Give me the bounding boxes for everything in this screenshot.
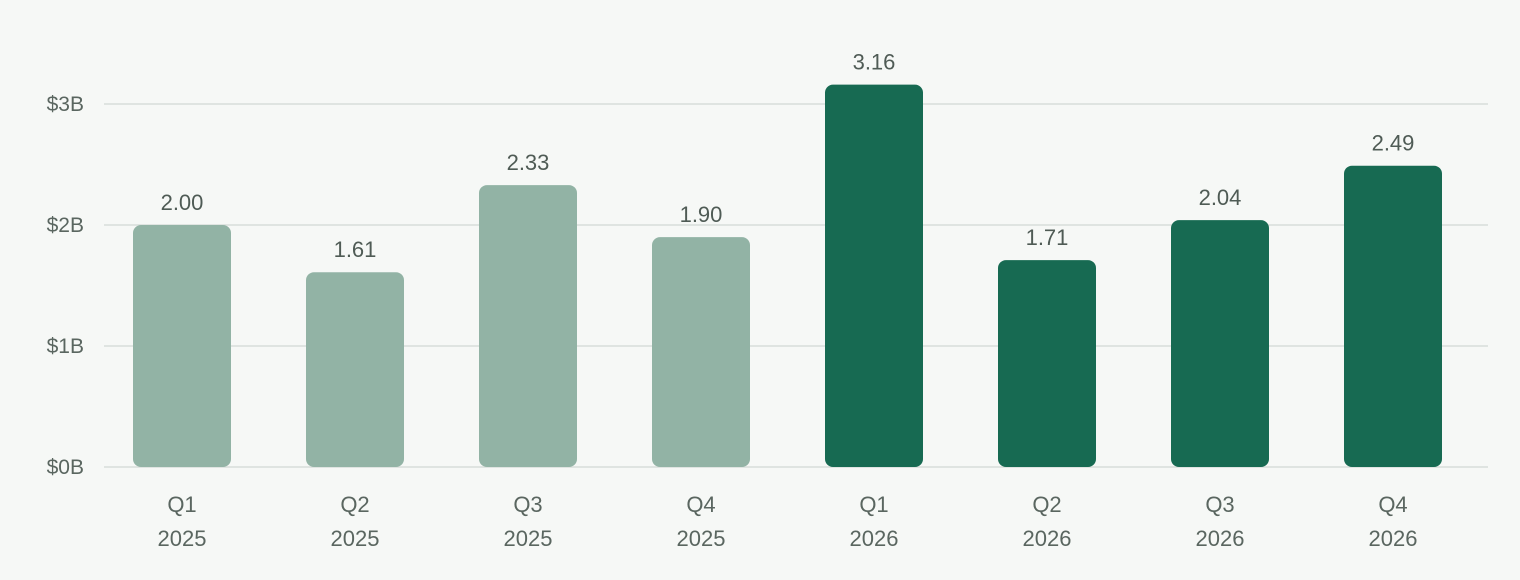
x-tick-label-year: 2025 [331, 526, 380, 551]
data-label: 3.16 [853, 50, 896, 75]
data-label: 2.49 [1372, 131, 1415, 156]
y-tick-label: $0B [47, 456, 84, 479]
x-tick-label-quarter: Q2 [1032, 492, 1061, 517]
y-tick-label: $2B [47, 214, 84, 237]
bar [652, 237, 750, 467]
grid-layer: $0B $1B $2B $3B [47, 93, 1488, 479]
bar [998, 260, 1096, 467]
y-tick-label: $3B [47, 93, 84, 116]
data-label: 1.71 [1026, 225, 1069, 250]
bar [1344, 165, 1442, 467]
bar [479, 185, 577, 467]
data-label: 2.00 [161, 190, 204, 215]
bar [1171, 220, 1269, 467]
x-tick-label-year: 2025 [158, 526, 207, 551]
x-tick-label-year: 2026 [1196, 526, 1245, 551]
data-label: 2.04 [1199, 185, 1242, 210]
bar [133, 225, 231, 467]
x-tick-label-quarter: Q1 [859, 492, 888, 517]
x-tick-label-quarter: Q3 [513, 492, 542, 517]
x-tick-label-quarter: Q2 [340, 492, 369, 517]
bar [825, 84, 923, 467]
bar [306, 272, 404, 467]
x-tick-label-quarter: Q4 [686, 492, 715, 517]
x-tick-label-year: 2025 [504, 526, 553, 551]
data-label: 1.61 [334, 237, 377, 262]
y-tick-label: $1B [47, 335, 84, 358]
x-tick-label-quarter: Q4 [1378, 492, 1407, 517]
data-label: 2.33 [507, 150, 550, 175]
x-tick-label-year: 2026 [850, 526, 899, 551]
x-tick-label-quarter: Q1 [167, 492, 196, 517]
data-label: 1.90 [680, 202, 723, 227]
x-tick-label-quarter: Q3 [1205, 492, 1234, 517]
x-tick-label-year: 2026 [1023, 526, 1072, 551]
label-layer: 2.00 Q1 2025 1.61 Q2 2025 2.33 Q3 2025 1.90 Q4 2025… [158, 50, 1418, 551]
x-tick-label-year: 2025 [677, 526, 726, 551]
x-tick-label-year: 2026 [1369, 526, 1418, 551]
bar-layer [133, 84, 1442, 467]
